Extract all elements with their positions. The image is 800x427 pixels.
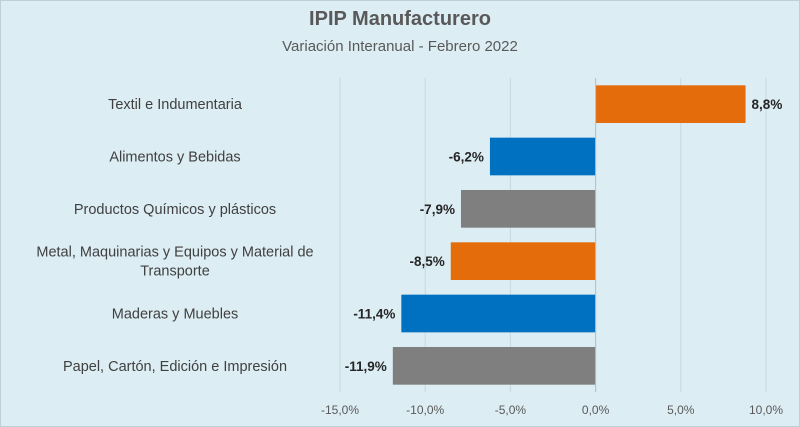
x-tick-label: -5,0% [495,403,527,417]
x-tick-label: 10,0% [749,403,783,417]
x-tick-label: -10,0% [406,403,444,417]
bar [401,294,596,333]
data-label: -11,4% [353,307,395,322]
bar [489,137,596,176]
chart-title: IPIP Manufacturero [309,8,491,30]
x-tick-label: 5,0% [667,403,695,417]
data-label: -11,9% [345,359,387,374]
data-label: -8,5% [409,254,444,269]
category-label: Alimentos y Bebidas [109,150,240,166]
category-label: Papel, Cartón, Edición e Impresión [63,359,287,375]
category-label: Productos Químicos y plásticos [74,202,276,218]
bar [595,85,746,124]
x-tick-label: -15,0% [321,403,359,417]
category-label: Metal, Maquinarias y Equipos y Material … [36,245,313,261]
bar [460,189,596,228]
chart-subtitle: Variación Interanual - Febrero 2022 [282,38,518,55]
data-label: 8,8% [752,97,783,112]
category-label: Transporte [140,264,210,280]
data-label: -7,9% [420,202,455,217]
category-label: Textil e Indumentaria [108,97,243,113]
data-label: -6,2% [449,150,484,165]
bar [392,346,596,385]
bar [450,242,596,281]
category-label: Maderas y Muebles [112,307,239,323]
x-tick-label: 0,0% [582,403,610,417]
